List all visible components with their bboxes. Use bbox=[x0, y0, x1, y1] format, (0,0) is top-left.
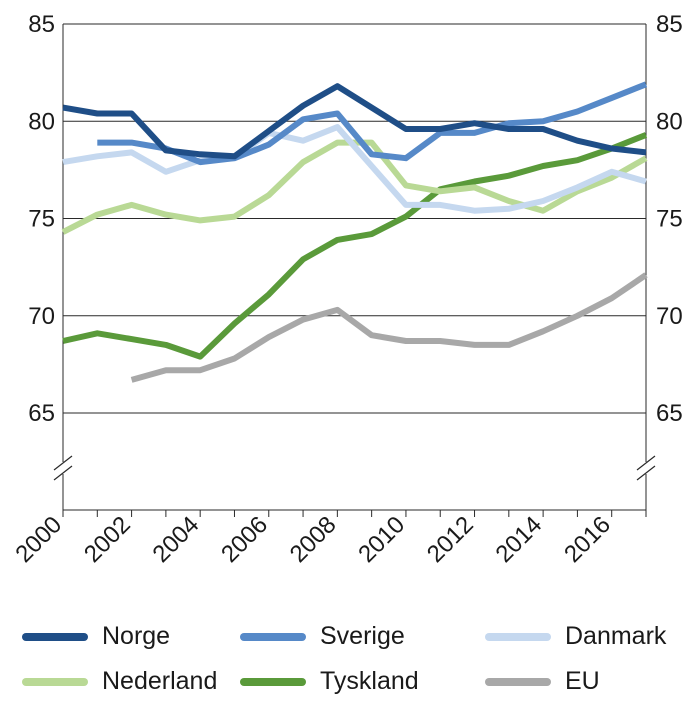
x-tick-label-2006: 2006 bbox=[216, 511, 273, 568]
legend-label: Nederland bbox=[102, 667, 218, 695]
y-tick-label-left-75: 75 bbox=[28, 206, 55, 233]
legend-swatch bbox=[22, 632, 88, 641]
legend-item-tyskland: Tyskland bbox=[240, 667, 419, 696]
y-tick-label-left-80: 80 bbox=[28, 108, 55, 135]
series-line-sverige bbox=[97, 81, 648, 166]
y-tick-label-right-75: 75 bbox=[656, 206, 683, 233]
legend-label: Danmark bbox=[565, 622, 667, 650]
series-line-tyskland bbox=[62, 132, 648, 360]
x-tick-label-2014: 2014 bbox=[491, 511, 548, 568]
legend-swatch bbox=[485, 632, 551, 641]
axis-break-left-1 bbox=[53, 455, 73, 471]
y-tick-label-left-85: 85 bbox=[28, 11, 55, 38]
axis-break-right-2 bbox=[636, 465, 656, 481]
y-tick-label-right-85: 85 bbox=[656, 11, 683, 38]
x-tick-label-2010: 2010 bbox=[353, 511, 410, 568]
axis-break-left-2 bbox=[53, 465, 73, 481]
y-tick-label-right-70: 70 bbox=[656, 303, 683, 330]
legend-item-eu: EU bbox=[485, 667, 600, 696]
series-line-eu bbox=[130, 272, 648, 383]
series-lines bbox=[61, 81, 648, 383]
x-tick-label-2008: 2008 bbox=[285, 511, 342, 568]
x-tick-label-2004: 2004 bbox=[148, 511, 205, 568]
x-tick-label-2002: 2002 bbox=[79, 511, 136, 568]
legend: Norge Sverige Danmark Nederland Tyskland EU bbox=[0, 610, 700, 710]
y-tick-label-right-80: 80 bbox=[656, 108, 683, 135]
legend-item-norge: Norge bbox=[22, 622, 170, 651]
y-tick-label-right-65: 65 bbox=[656, 400, 683, 427]
legend-swatch bbox=[22, 677, 88, 686]
legend-label: Tyskland bbox=[320, 667, 419, 695]
series-line-norge bbox=[62, 83, 647, 160]
legend-swatch bbox=[240, 677, 306, 686]
y-tick-label-left-70: 70 bbox=[28, 303, 55, 330]
axes bbox=[53, 24, 656, 517]
legend-item-danmark: Danmark bbox=[485, 622, 666, 651]
x-tick-label-2016: 2016 bbox=[559, 511, 616, 568]
legend-label: EU bbox=[565, 667, 600, 695]
legend-item-sverige: Sverige bbox=[240, 622, 405, 651]
legend-label: Sverige bbox=[320, 622, 405, 650]
y-tick-label-left-65: 65 bbox=[28, 400, 55, 427]
x-tick-label-2000: 2000 bbox=[10, 511, 67, 568]
x-tick-label-2012: 2012 bbox=[422, 511, 479, 568]
gridlines bbox=[63, 23, 646, 414]
axis-break-right-1 bbox=[636, 455, 656, 471]
legend-item-nederland: Nederland bbox=[22, 667, 217, 696]
series-line-danmark bbox=[62, 124, 647, 214]
legend-label: Norge bbox=[102, 622, 171, 650]
legend-swatch bbox=[240, 632, 306, 641]
legend-swatch bbox=[485, 677, 551, 686]
line-chart: 65 65 70 70 75 75 80 80 85 85 2000 2002 2004 2006 2008… bbox=[10, 11, 683, 568]
